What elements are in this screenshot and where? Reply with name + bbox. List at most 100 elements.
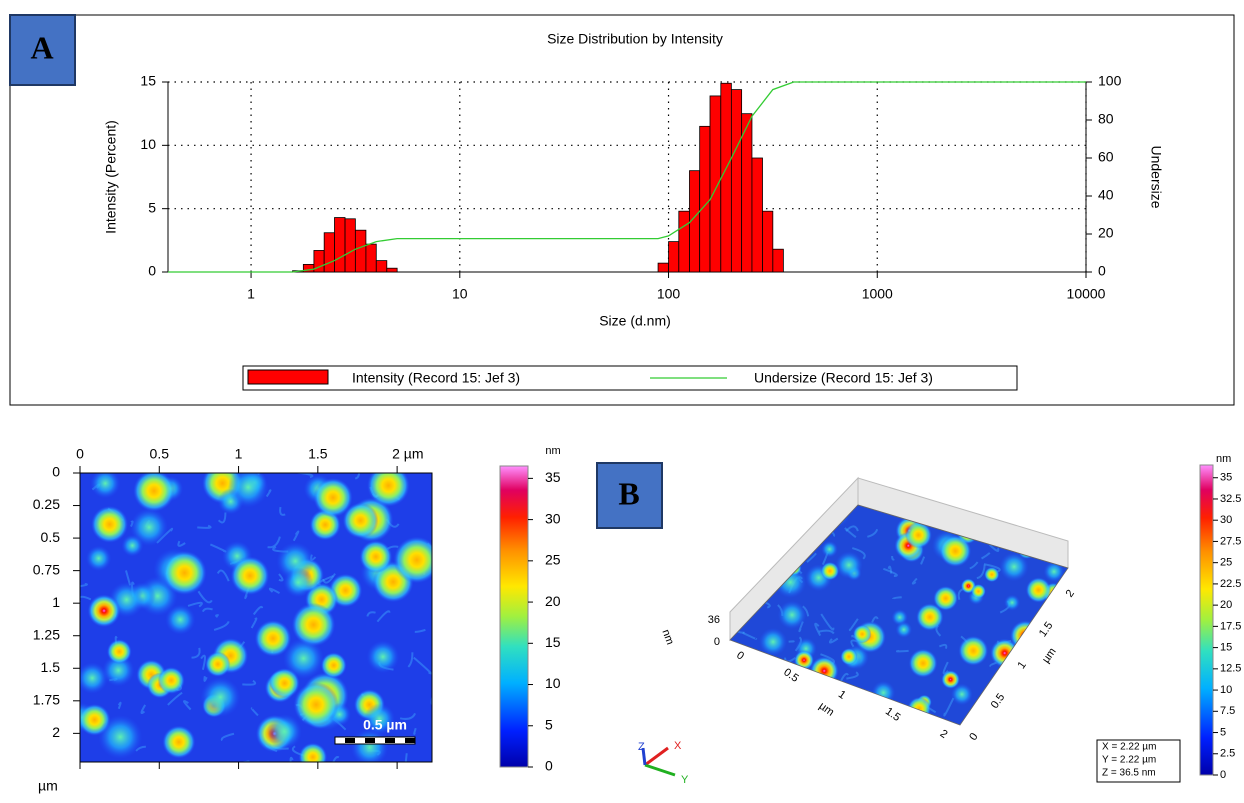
chart-title: Size Distribution by Intensity [547, 31, 723, 47]
legend-label: Undersize (Record 15: Jef 3) [754, 370, 933, 386]
texture [749, 538, 766, 543]
colorbar-tick-label: 20 [1220, 599, 1232, 611]
legend-label: Intensity (Record 15: Jef 3) [352, 370, 520, 386]
x-tick-label: 0 [734, 649, 746, 662]
texture [268, 587, 280, 594]
blob [984, 567, 1000, 583]
texture [870, 722, 886, 725]
scale-bar-segment [365, 738, 375, 743]
texture [220, 732, 235, 742]
blob [80, 662, 108, 694]
blob [91, 505, 129, 543]
blob [835, 699, 852, 717]
blob [763, 516, 787, 540]
bar [730, 89, 743, 273]
x-tick-label: 10 [452, 286, 468, 302]
texture [1033, 681, 1047, 685]
blob [157, 666, 185, 694]
colorbar-tick-label: 15 [1220, 642, 1232, 654]
texture [981, 552, 991, 560]
x-tick-label: 2 µm [392, 446, 423, 462]
texture [167, 691, 183, 706]
blob [939, 535, 972, 567]
blob [999, 552, 1029, 582]
texture [414, 628, 426, 633]
texture [820, 613, 835, 631]
texture [200, 654, 206, 670]
y-tick-label: 1.25 [33, 626, 60, 642]
texture [739, 532, 749, 539]
colorbar-tick-label: 10 [545, 675, 561, 691]
blob [254, 620, 292, 657]
blob [895, 621, 913, 638]
y2-tick-label: 80 [1098, 111, 1114, 127]
y2-tick-label: 40 [1098, 187, 1114, 203]
blob [835, 551, 863, 579]
texture [399, 712, 417, 720]
texture [267, 536, 281, 549]
texture [1038, 505, 1051, 506]
colorbar-unit: nm [545, 445, 560, 457]
blob [366, 640, 400, 674]
panel-label: B [618, 475, 639, 511]
panel-label-box [9, 14, 76, 86]
texture [988, 544, 1000, 552]
bar [751, 157, 763, 273]
y-tick-label: 0 [52, 464, 60, 480]
y-tick-label: 1 [52, 594, 60, 610]
x-tick-label: 0.5 [781, 666, 800, 685]
triad-label: Z [638, 741, 645, 753]
x-tick-label: 10000 [1067, 286, 1106, 302]
surface-edge [729, 504, 1069, 726]
blob [165, 604, 196, 635]
texture [976, 564, 986, 580]
legend-box [242, 365, 1018, 391]
texture [407, 652, 414, 668]
y-tick-label: 1 [1015, 659, 1028, 671]
y-tick-label: 0 [967, 731, 980, 743]
legend-swatch [247, 369, 329, 385]
blob [971, 583, 986, 599]
texture [878, 717, 893, 725]
bar [678, 210, 690, 273]
y-tick-label: 0.5 [41, 529, 61, 545]
blob [958, 635, 989, 666]
blob [85, 545, 112, 572]
texture [413, 656, 432, 675]
blob [777, 600, 807, 630]
texture [279, 506, 286, 516]
bar [762, 210, 774, 273]
texture [778, 709, 786, 715]
y-tick-label: 0 [148, 263, 156, 279]
texture [80, 477, 81, 480]
texture [332, 756, 340, 762]
texture [80, 595, 92, 603]
bar [344, 218, 356, 273]
texture [748, 532, 760, 547]
texture [1019, 711, 1037, 717]
texture [140, 704, 147, 715]
bar [709, 95, 722, 273]
texture [252, 605, 264, 616]
texture [1055, 683, 1066, 696]
blob [913, 710, 935, 725]
z-tick-label: 36 [708, 614, 720, 626]
y-unit: µm [1040, 646, 1059, 666]
blob [908, 648, 938, 678]
blob [950, 683, 973, 706]
blob [730, 505, 753, 521]
texture [887, 565, 893, 574]
triad-z [641, 747, 647, 766]
texture [413, 727, 417, 735]
texture [216, 569, 230, 582]
blob [342, 502, 379, 539]
y-tick-label: 1.75 [33, 692, 60, 708]
blob [205, 651, 231, 677]
blob [731, 505, 760, 524]
texture [814, 622, 822, 637]
blob [1029, 505, 1048, 524]
panel-label-box [596, 462, 663, 529]
panel-label: A [30, 29, 53, 65]
texture [1018, 676, 1030, 686]
colorbar-tick-label: 7.5 [1220, 705, 1235, 717]
